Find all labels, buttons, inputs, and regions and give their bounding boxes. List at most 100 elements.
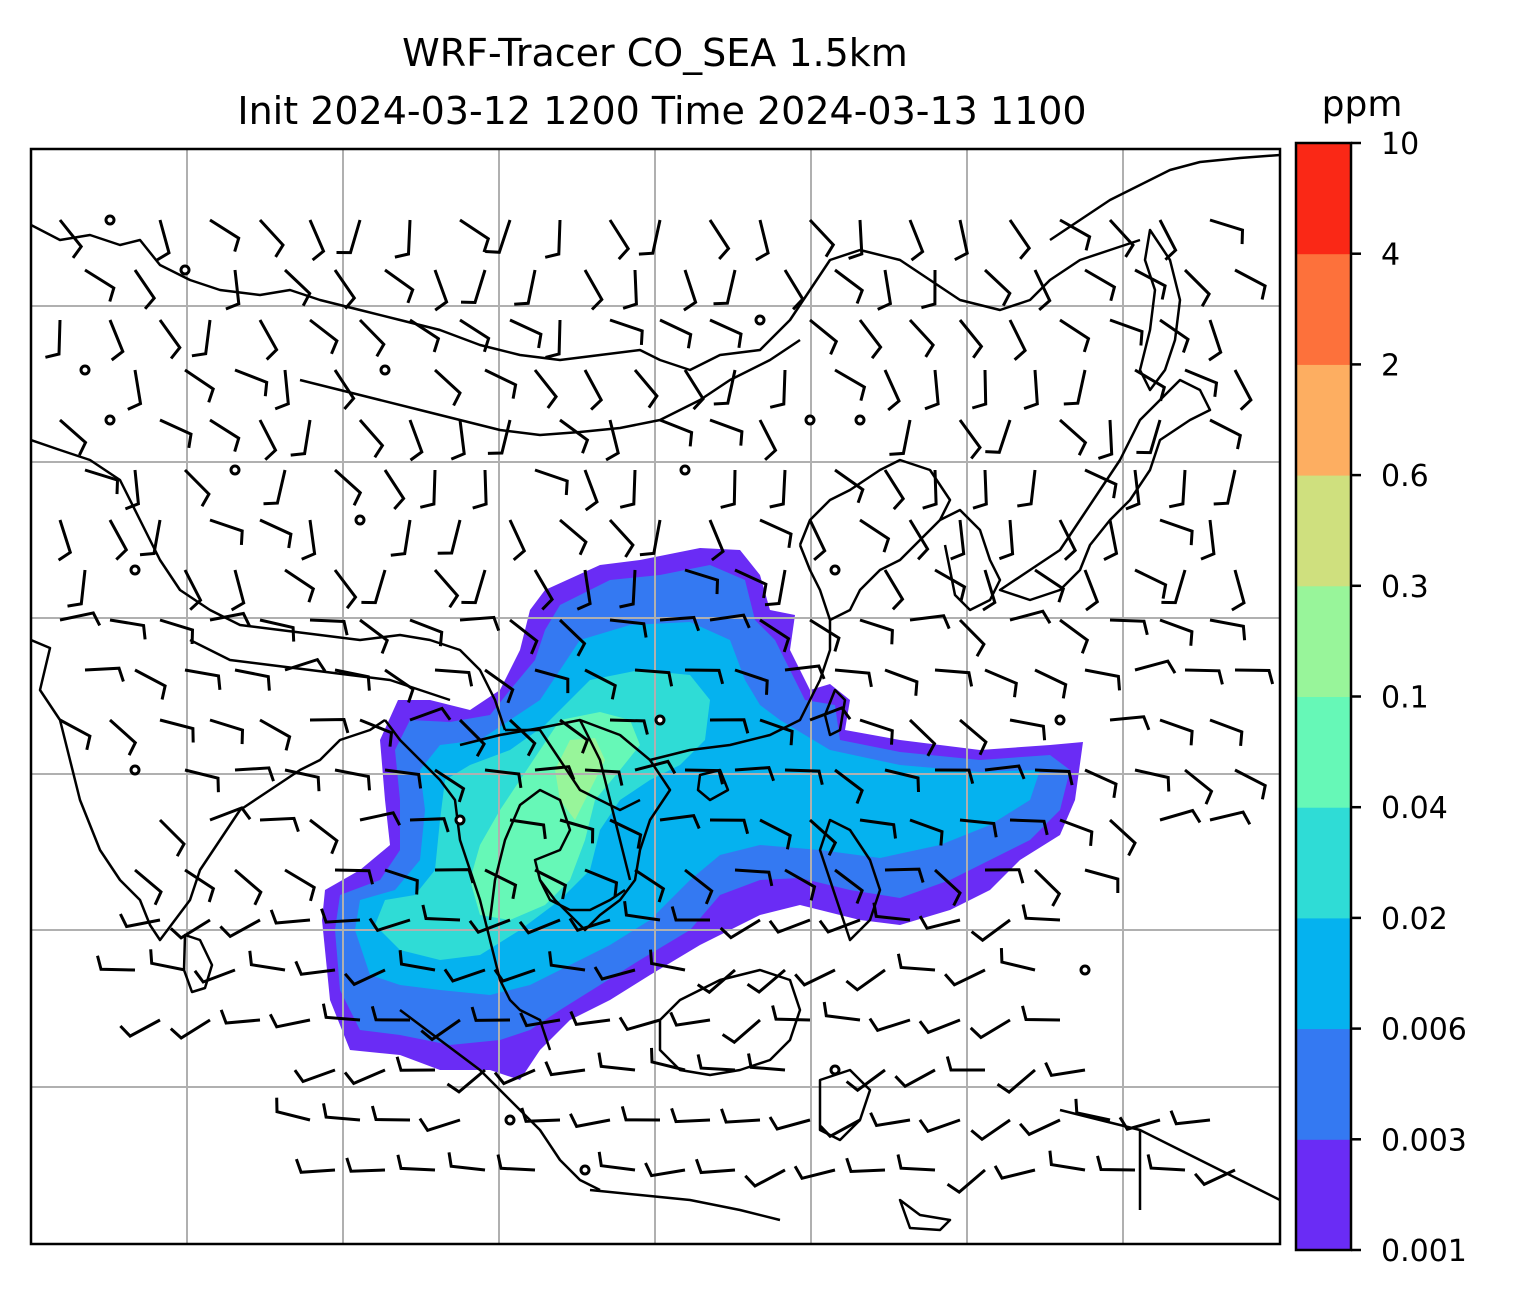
co-concentration-plume xyxy=(322,548,1083,1080)
wind-barb xyxy=(514,269,537,306)
wind-barb xyxy=(434,768,466,803)
wind-barb xyxy=(759,718,794,746)
colorbar-tick-label: 0.6 xyxy=(1381,459,1429,494)
wind-barb xyxy=(1021,904,1061,922)
wind-barb xyxy=(834,668,873,688)
wind-barb xyxy=(67,569,87,608)
wind-barb xyxy=(434,668,474,687)
calm-marker xyxy=(829,564,841,576)
wind-barb xyxy=(1118,1116,1161,1131)
wind-barb xyxy=(908,219,925,262)
calm-marker xyxy=(854,414,866,426)
wind-barb xyxy=(1159,618,1194,646)
calm-marker xyxy=(829,1064,841,1076)
wind-barb xyxy=(869,1112,911,1128)
wind-barb xyxy=(184,768,220,793)
wind-barb xyxy=(845,1157,886,1174)
wind-barb xyxy=(593,966,636,981)
wind-barb xyxy=(368,917,411,933)
wind-barb xyxy=(109,618,147,640)
wind-barb xyxy=(984,764,1026,780)
wind-barb xyxy=(597,1151,636,1172)
wind-barb xyxy=(225,269,241,311)
wind-barb xyxy=(958,419,982,460)
wind-barb xyxy=(558,618,587,657)
wind-barb xyxy=(784,868,817,901)
border-se-asia xyxy=(505,728,641,812)
wind-barb xyxy=(361,569,387,605)
map-title-line-1: WRF-Tracer CO_SEA 1.5km xyxy=(402,31,908,75)
wind-barb xyxy=(1059,618,1090,654)
wind-barb xyxy=(794,968,836,987)
wind-barb xyxy=(184,368,215,403)
wind-barb xyxy=(755,219,770,262)
calm-marker xyxy=(354,514,366,526)
coastline-russia-east xyxy=(1049,153,1280,242)
wind-barb xyxy=(1017,469,1037,508)
wind-barb xyxy=(484,768,523,789)
wind-barb xyxy=(709,613,751,629)
wind-barb xyxy=(759,518,793,549)
wind-barb xyxy=(734,568,768,599)
wind-barb xyxy=(258,218,285,258)
wind-barb xyxy=(459,218,491,253)
wind-barb xyxy=(872,902,911,922)
wind-barb xyxy=(583,469,599,512)
border-laos-vietnam xyxy=(578,719,632,881)
wind-barb xyxy=(959,718,988,756)
calm-marker xyxy=(1054,714,1066,726)
wind-barb xyxy=(982,569,997,612)
wind-barb xyxy=(918,915,961,931)
coastline-thailand-gulf xyxy=(538,879,626,912)
wind-barb xyxy=(1134,268,1167,300)
wind-barb xyxy=(209,218,241,253)
wind-barb xyxy=(918,1018,961,1035)
wind-barb xyxy=(1234,768,1267,800)
calm-marker xyxy=(129,564,141,576)
wind-barb xyxy=(768,1116,811,1131)
wind-barb xyxy=(408,419,424,462)
wind-barb xyxy=(459,615,501,632)
map-panel xyxy=(29,147,1282,1246)
wind-barb xyxy=(859,518,891,553)
wind-barb xyxy=(684,668,725,685)
wind-barb xyxy=(1108,218,1135,258)
wind-barb xyxy=(1033,269,1052,312)
wind-barb xyxy=(969,1018,1011,1040)
wind-barb xyxy=(896,1154,936,1172)
wind-barb xyxy=(534,765,576,781)
wind-barb xyxy=(443,968,486,983)
wind-barb xyxy=(959,818,998,838)
wind-barb xyxy=(421,904,461,922)
coastline-borneo xyxy=(658,968,802,1077)
wind-barb xyxy=(487,419,512,455)
wind-barb xyxy=(859,718,894,745)
wind-barb xyxy=(461,569,487,605)
map-title-line-2: Init 2024-03-12 1200 Time 2024-03-13 110… xyxy=(237,89,1086,133)
wind-barb xyxy=(868,1017,911,1033)
wind-barb xyxy=(933,868,962,907)
wind-barb xyxy=(818,918,861,934)
wind-barb xyxy=(883,469,906,511)
wind-barb xyxy=(924,369,940,411)
wind-barb xyxy=(1084,468,1118,499)
border-himalaya xyxy=(189,638,451,702)
wind-barb xyxy=(544,1061,586,1077)
wind-barb xyxy=(1134,659,1177,674)
calm-marker xyxy=(679,464,691,476)
wind-barb xyxy=(370,1105,411,1122)
coastline-japan xyxy=(998,378,1212,602)
wind-barb xyxy=(334,668,371,691)
wind-barb xyxy=(96,955,136,972)
border-china-north xyxy=(31,223,1141,372)
colorbar-tick-label: 10 xyxy=(1381,127,1419,162)
coastlines-and-borders xyxy=(31,153,1280,1232)
wind-barb xyxy=(734,668,769,695)
wind-barb xyxy=(972,469,988,510)
wind-barb xyxy=(395,1056,436,1072)
wind-barb xyxy=(622,269,638,310)
wind-barb xyxy=(209,718,245,745)
wind-barb xyxy=(684,568,720,595)
wind-barb xyxy=(894,1068,936,1089)
coastline-taiwan xyxy=(823,688,847,737)
